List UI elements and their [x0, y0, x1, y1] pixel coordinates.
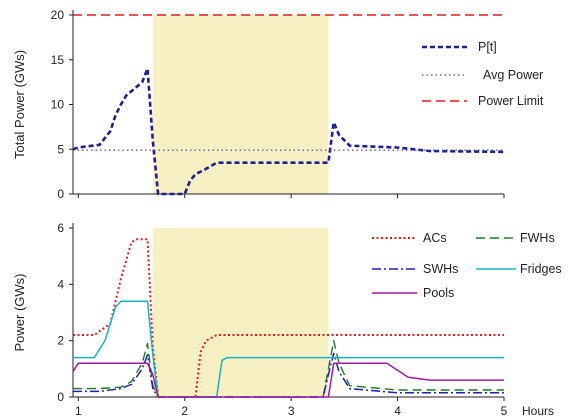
highlight-band: [152, 15, 329, 194]
legend-label: FWHs: [520, 231, 555, 245]
y-tick-label: 2: [57, 334, 64, 348]
x-tick-label: 1: [75, 404, 82, 418]
y-axis-label: Power (GWs): [12, 274, 27, 352]
legend-label: Avg Power: [483, 68, 543, 82]
chart-panel-1: 0 5 10 15 20 Total Power (GWs) P[t] Avg Power Po…: [12, 8, 544, 201]
legend-label: P[t]: [478, 40, 497, 54]
x-tick-label: 3: [288, 404, 295, 418]
x-tick-label: 4: [394, 404, 401, 418]
y-tick-label: 4: [57, 277, 64, 291]
y-tick-label: 20: [51, 8, 65, 22]
x-tick-label: 2: [181, 404, 188, 418]
legend-label: Pools: [423, 286, 454, 300]
y-tick-label: 5: [57, 142, 64, 156]
legend-label: Fridges: [520, 262, 562, 276]
x-tick-label: 5: [501, 404, 508, 418]
series-line-pools: [72, 362, 504, 398]
y-tick-label: 0: [57, 390, 64, 404]
series-line-fridges: [73, 300, 504, 398]
y-axis-label: Total Power (GWs): [12, 50, 27, 159]
legend-label: Power Limit: [478, 94, 544, 108]
legend-label: SWHs: [423, 262, 458, 276]
chart-panel-2: 0 2 4 6 1 2 3 4 5 Hours Power (GWs) ACs FWHs SWHs Frid…: [12, 221, 562, 418]
y-tick-label: 0: [57, 187, 64, 201]
series-line-p-t: [72, 67, 505, 196]
legend-label: ACs: [423, 231, 447, 245]
y-tick-label: 6: [57, 221, 64, 235]
highlight-band: [152, 228, 329, 397]
x-axis-label: Hours: [522, 404, 554, 418]
y-tick-label: 15: [51, 53, 65, 67]
y-tick-label: 10: [51, 98, 65, 112]
